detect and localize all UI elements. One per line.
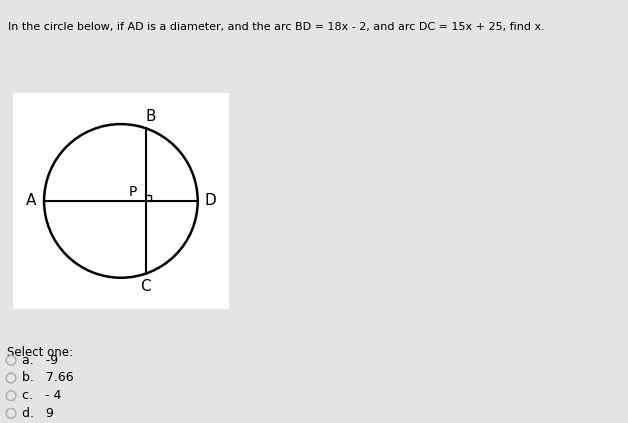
Text: c.   - 4: c. - 4: [23, 389, 62, 402]
Text: C: C: [140, 279, 151, 294]
Text: D: D: [205, 193, 217, 209]
Text: A: A: [26, 193, 36, 209]
Text: In the circle below, if AD is a diameter, and the arc BD = 18x - 2, and arc DC =: In the circle below, if AD is a diameter…: [8, 22, 544, 32]
Text: Select one:: Select one:: [7, 346, 73, 359]
Text: P: P: [129, 185, 137, 199]
Text: d.   9: d. 9: [23, 407, 55, 420]
Text: a.   -9: a. -9: [23, 354, 58, 367]
Text: b.   7.66: b. 7.66: [23, 371, 74, 385]
Text: B: B: [145, 109, 156, 124]
